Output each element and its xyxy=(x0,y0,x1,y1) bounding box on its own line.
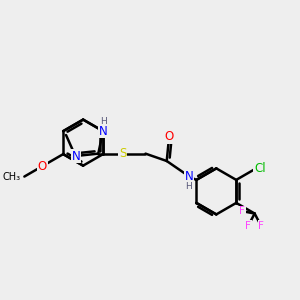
Text: H: H xyxy=(100,117,107,126)
Text: O: O xyxy=(164,130,174,143)
Text: O: O xyxy=(38,160,47,173)
Text: H: H xyxy=(185,182,192,191)
Text: N: N xyxy=(99,124,107,138)
Text: S: S xyxy=(119,147,126,160)
Text: F: F xyxy=(245,221,251,231)
Text: CH₃: CH₃ xyxy=(3,172,21,182)
Text: Cl: Cl xyxy=(254,162,266,175)
Text: N: N xyxy=(72,149,81,163)
Text: F: F xyxy=(258,221,264,231)
Text: F: F xyxy=(239,206,245,216)
Text: N: N xyxy=(184,169,193,183)
